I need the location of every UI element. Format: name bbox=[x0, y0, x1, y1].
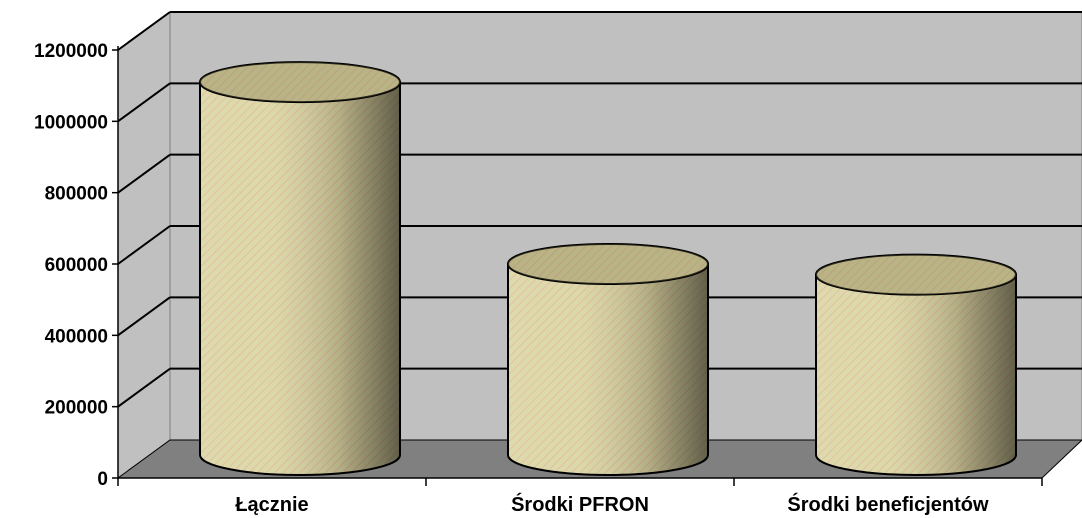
x-axis-ticks: Łącznie Środki PFRON Środki beneficjentów bbox=[117, 478, 1043, 516]
x-tick-label: Łącznie bbox=[235, 494, 308, 516]
y-tick-label: 0 bbox=[97, 469, 108, 490]
gridline-side bbox=[117, 153, 171, 194]
bar bbox=[507, 242, 709, 476]
y-tick-label: 400000 bbox=[45, 326, 108, 347]
bar-shading bbox=[199, 81, 401, 476]
bar-top bbox=[199, 61, 401, 104]
y-tick-label: 1000000 bbox=[34, 112, 108, 133]
bar-top bbox=[815, 253, 1017, 296]
y-tick-label: 600000 bbox=[45, 255, 108, 276]
bar-top-shade bbox=[200, 62, 400, 103]
x-tick-label: Środki beneficjentów bbox=[787, 492, 989, 516]
bar-top-shade bbox=[508, 243, 708, 284]
gridline-side bbox=[117, 296, 171, 337]
gridline-side bbox=[117, 367, 171, 408]
x-tick-label: Środki PFRON bbox=[511, 492, 649, 516]
bar-top-shade bbox=[816, 254, 1016, 295]
y-tick-label: 200000 bbox=[45, 398, 108, 419]
y-tick-label: 800000 bbox=[45, 184, 108, 205]
bar bbox=[815, 253, 1017, 476]
gridline-side bbox=[117, 11, 171, 51]
gridline-side bbox=[117, 225, 171, 265]
gridline-side bbox=[117, 82, 171, 123]
bars bbox=[199, 61, 1017, 476]
bar-shading bbox=[815, 273, 1017, 476]
bar-shading bbox=[507, 262, 709, 476]
bar bbox=[199, 61, 401, 476]
y-tick-label: 1200000 bbox=[34, 41, 108, 62]
y-axis-ticks: 0 200000 400000 600000 800000 1000000 1200000 bbox=[34, 41, 118, 490]
bar-top bbox=[507, 242, 709, 285]
